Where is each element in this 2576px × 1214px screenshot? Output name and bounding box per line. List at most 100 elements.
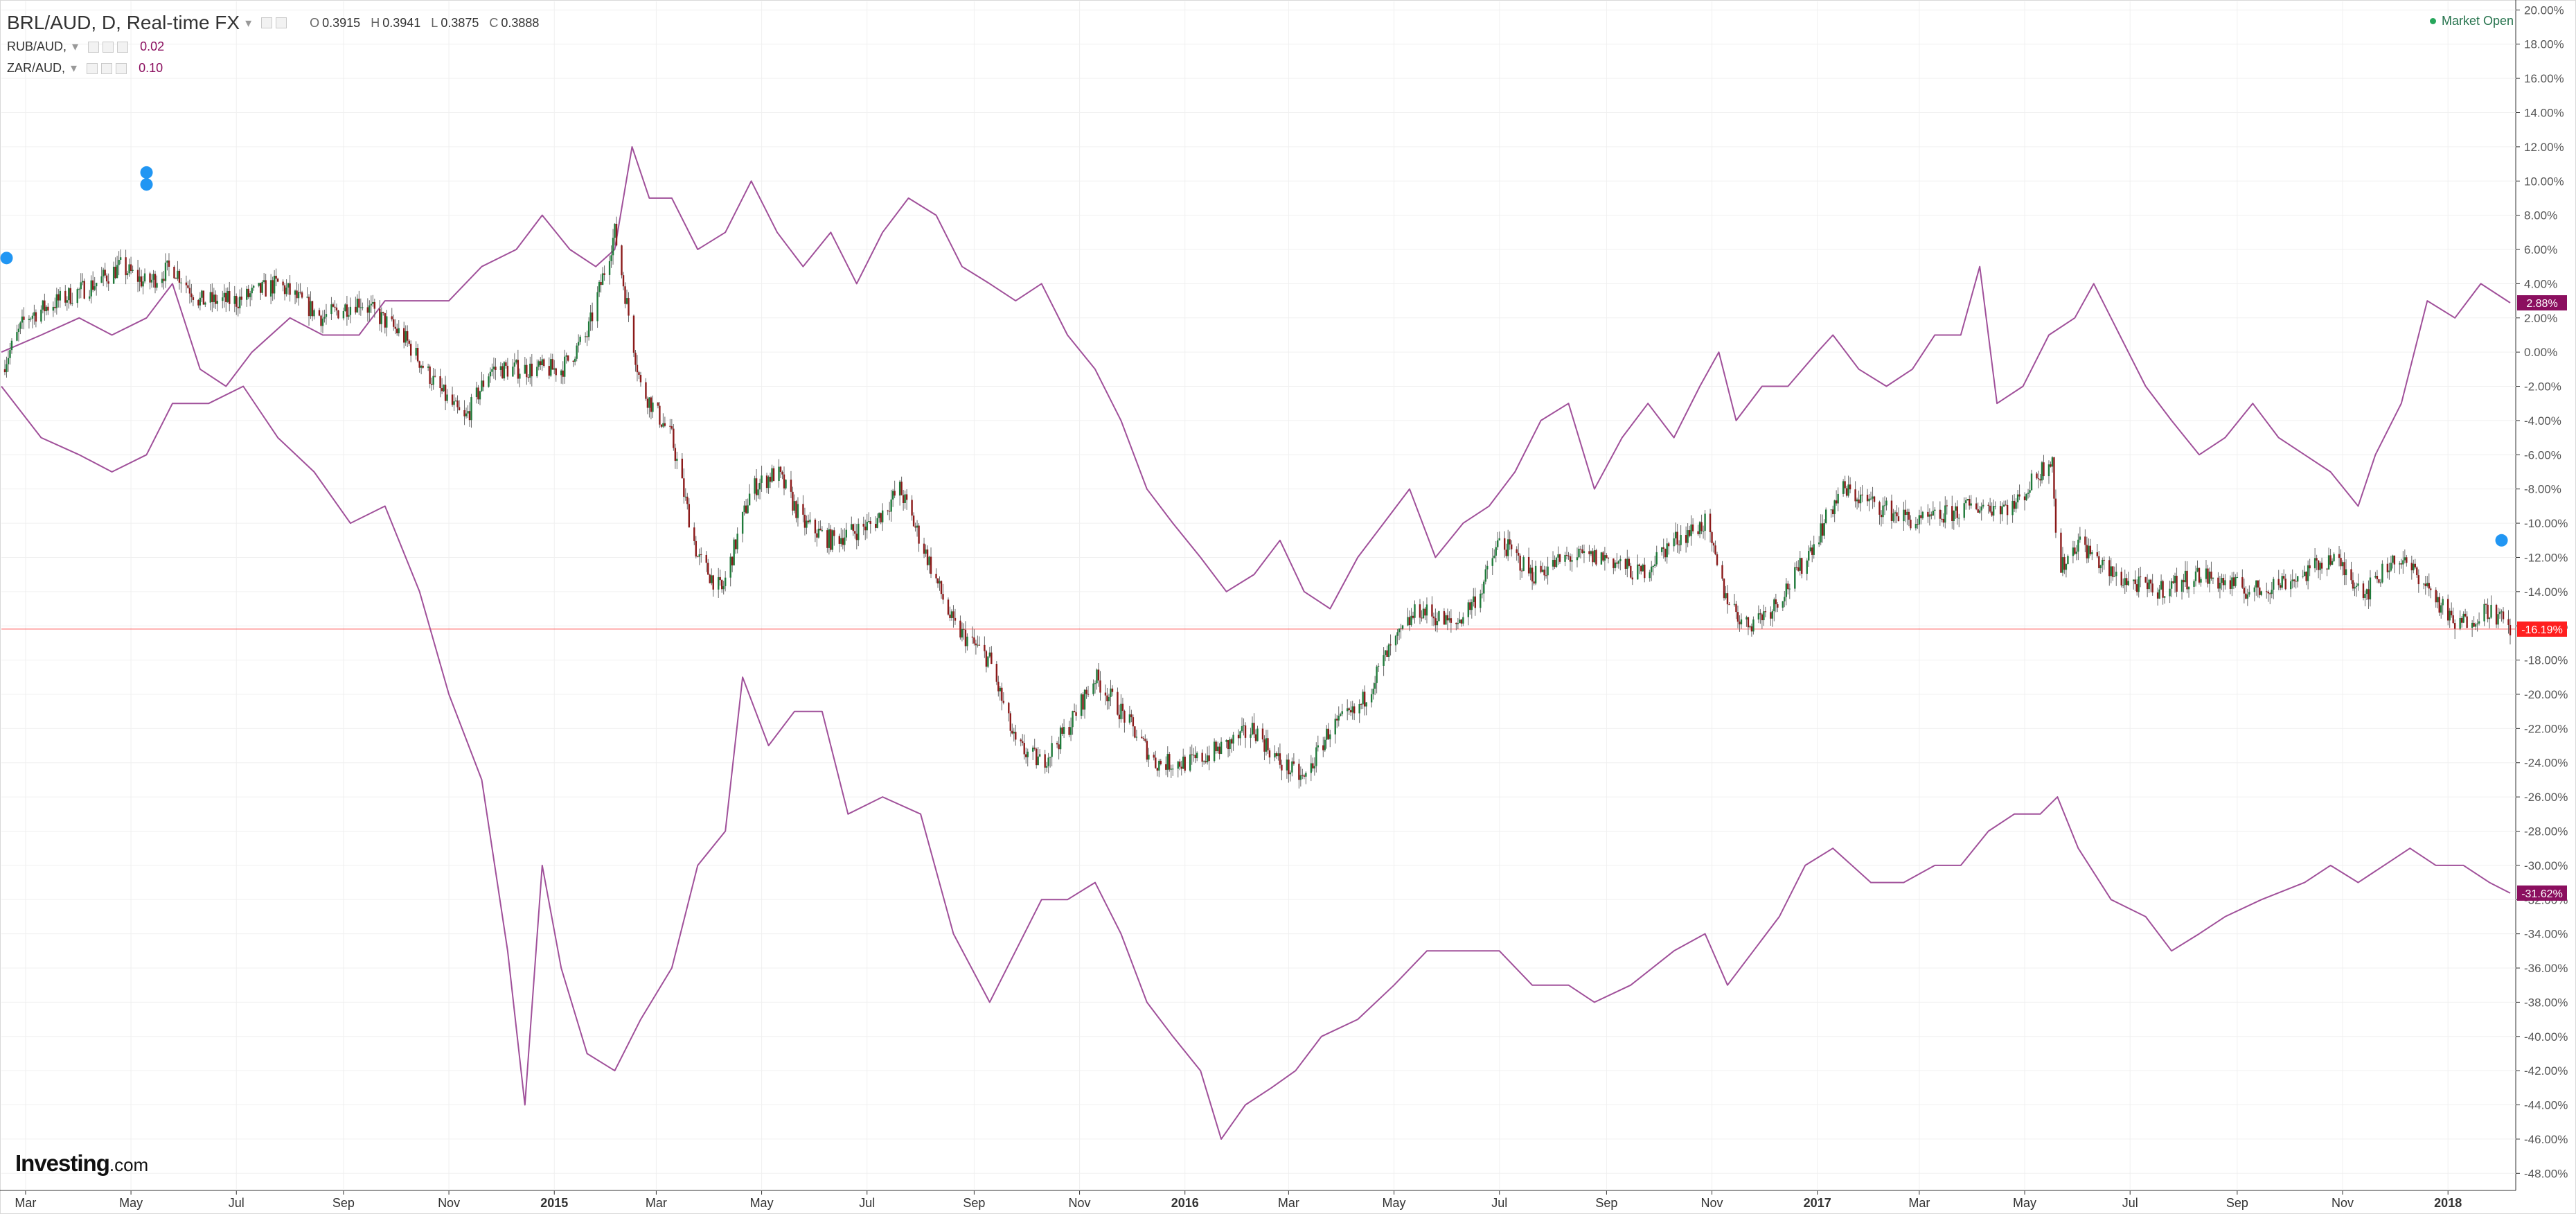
candle-body bbox=[1298, 764, 1300, 780]
candle-body bbox=[1569, 556, 1572, 562]
candle-body bbox=[1058, 744, 1060, 750]
candle-body bbox=[2390, 563, 2392, 571]
candle-body bbox=[2222, 578, 2225, 586]
candle-body bbox=[1177, 762, 1179, 769]
candle-body bbox=[2002, 504, 2005, 507]
candle-body bbox=[817, 528, 820, 538]
candle-body bbox=[880, 513, 882, 522]
candle-body bbox=[2340, 558, 2342, 567]
x-tick-label: Jul bbox=[859, 1196, 875, 1210]
candle-body bbox=[562, 370, 564, 377]
candle-body bbox=[418, 361, 420, 368]
candle-body bbox=[470, 397, 472, 421]
candle-body bbox=[2428, 583, 2430, 589]
candle-body bbox=[45, 306, 48, 312]
candle-body bbox=[1613, 558, 1615, 568]
candle-body bbox=[2060, 532, 2062, 573]
candle-body bbox=[2001, 506, 2003, 515]
candle-body bbox=[1787, 583, 1789, 590]
candle-body bbox=[2404, 557, 2406, 561]
candle-body bbox=[1992, 506, 1995, 516]
candle-body bbox=[188, 288, 191, 294]
close-icon[interactable] bbox=[116, 62, 127, 74]
compare-symbol-label[interactable]: ZAR/AUD, bbox=[7, 61, 66, 75]
candle-body bbox=[432, 376, 434, 385]
candle-body bbox=[2075, 552, 2078, 554]
candle-body bbox=[1994, 506, 1996, 507]
hide-icon[interactable] bbox=[276, 17, 287, 28]
candle-body bbox=[2149, 579, 2152, 584]
candle-body bbox=[947, 599, 950, 615]
candle-body bbox=[10, 340, 13, 351]
candle-body bbox=[1013, 732, 1015, 734]
candle-body bbox=[821, 530, 824, 531]
candle-body bbox=[700, 554, 702, 555]
candle-body bbox=[2437, 597, 2439, 603]
candle-body bbox=[2345, 569, 2347, 576]
candle-body bbox=[1770, 612, 1772, 619]
candle-body bbox=[1592, 551, 1594, 563]
candle-body bbox=[1099, 680, 1101, 693]
candle-body bbox=[465, 413, 468, 416]
compare-symbol-label[interactable]: RUB/AUD, bbox=[7, 39, 67, 53]
candle-body bbox=[891, 491, 894, 500]
settings-icon[interactable] bbox=[261, 17, 273, 28]
candle-body bbox=[2338, 554, 2340, 558]
candle-body bbox=[1664, 548, 1667, 558]
candle-body bbox=[662, 423, 664, 427]
x-tick-label: Nov bbox=[438, 1196, 460, 1210]
candle-body bbox=[2205, 568, 2208, 579]
y-tick-label: -42.00% bbox=[2524, 1064, 2568, 1077]
chevron-down-icon[interactable]: ▾ bbox=[245, 15, 252, 30]
settings-icon[interactable] bbox=[87, 62, 98, 74]
candle-body bbox=[222, 297, 224, 301]
candle-body bbox=[660, 424, 663, 427]
candle-body bbox=[2435, 590, 2437, 603]
candle-body bbox=[2063, 557, 2066, 570]
candle-body bbox=[491, 369, 493, 372]
candle-body bbox=[1728, 604, 1730, 606]
candle-body bbox=[1372, 688, 1374, 694]
candle-body bbox=[790, 480, 792, 492]
candle-body bbox=[2158, 589, 2160, 599]
chevron-down-icon[interactable]: ▾ bbox=[72, 39, 79, 53]
candle-body bbox=[2442, 599, 2444, 606]
candle-body bbox=[2122, 585, 2124, 586]
candle-body bbox=[1302, 775, 1304, 776]
x-tick-label: Sep bbox=[963, 1196, 985, 1210]
candle-body bbox=[1241, 725, 1243, 732]
candle-body bbox=[246, 288, 248, 300]
candle-body bbox=[2065, 564, 2068, 570]
chevron-down-icon[interactable]: ▾ bbox=[71, 61, 78, 75]
candle-body bbox=[226, 291, 229, 302]
candle-body bbox=[2200, 579, 2202, 583]
candle-body bbox=[1291, 761, 1293, 773]
candle-body bbox=[1130, 714, 1132, 718]
y-tick-label: 6.00% bbox=[2524, 243, 2557, 256]
close-icon[interactable] bbox=[117, 41, 129, 53]
hide-icon[interactable] bbox=[103, 41, 114, 53]
candle-body bbox=[952, 611, 954, 618]
candle-body bbox=[116, 265, 118, 279]
candle-body bbox=[1324, 739, 1326, 750]
settings-icon[interactable] bbox=[88, 41, 100, 53]
y-tick-label: -38.00% bbox=[2524, 996, 2568, 1009]
main-symbol-label[interactable]: BRL/AUD, D, Real-time FX bbox=[7, 12, 240, 33]
candle-body bbox=[1794, 567, 1796, 589]
candle-body bbox=[731, 556, 734, 565]
candle-body bbox=[2430, 588, 2432, 590]
candle-body bbox=[1123, 710, 1126, 723]
candle-body bbox=[1856, 499, 1858, 502]
candlestick-series bbox=[3, 216, 2512, 789]
candle-body bbox=[555, 368, 557, 376]
candle-body bbox=[806, 520, 808, 528]
hide-icon[interactable] bbox=[101, 62, 113, 74]
candle-body bbox=[223, 292, 225, 298]
candle-body bbox=[2399, 563, 2401, 565]
candle-body bbox=[830, 529, 832, 550]
candle-body bbox=[1541, 570, 1544, 572]
candle-body bbox=[1917, 523, 1919, 525]
candle-body bbox=[1179, 762, 1181, 767]
